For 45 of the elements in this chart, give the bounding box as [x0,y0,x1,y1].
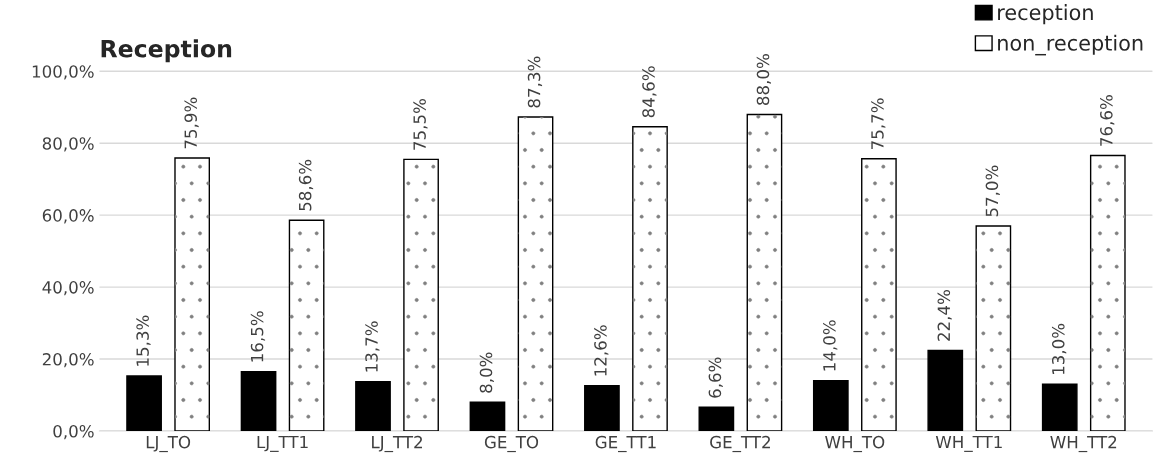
data-label: 14,0% [823,320,838,371]
data-label: 8,0% [479,352,494,393]
data-label: 16,5% [250,311,266,362]
x-tick-label: WH_TO [825,435,885,453]
data-label: 75,7% [871,98,886,149]
y-tick-label: 40,0% [42,281,94,296]
data-label: 58,6% [298,159,314,211]
x-tick-label: GE_TO [484,435,539,453]
y-tick-label: 60,0% [42,209,94,224]
bar [355,380,391,431]
bar [240,370,277,431]
data-label: 13,7% [365,321,380,372]
x-tick-label: LJ_TO [146,435,191,453]
bar [927,349,964,431]
bar [584,384,620,431]
x-tick-label: GE_TT1 [595,435,656,453]
data-label: 57,0% [985,165,1000,217]
x-tick-label: WH_TT1 [935,435,1002,452]
y-tick-label: 0,0% [53,424,94,440]
data-label: 13,0% [1051,323,1067,375]
x-tick-label: WH_TT2 [1050,435,1117,453]
data-label: 84,6% [642,66,657,118]
data-label: 76,6% [1100,95,1115,146]
bar [126,375,162,431]
y-tick-label: 20,0% [42,352,94,368]
data-label: 87,3% [527,56,543,108]
y-tick-label: 100,0% [32,65,94,80]
bar [469,401,506,431]
bar [698,406,735,431]
data-label: 22,4% [937,290,952,341]
x-tick-label: LJ_TT1 [257,435,308,452]
data-label: 6,6% [708,357,723,398]
chart-title: Reception [101,39,232,63]
bar [812,379,849,431]
legend-label: reception [998,4,1093,25]
bar [1041,383,1078,431]
data-label: 75,9% [184,97,199,149]
x-tick-label: LJ_TT2 [372,435,422,453]
legend-label: non_reception [998,34,1143,56]
data-label: 75,5% [413,99,428,150]
y-tick-label: 80,0% [42,137,94,152]
x-tick-label: GE_TT2 [710,435,770,453]
data-label: 88,0% [756,54,771,105]
data-label: 15,3% [136,315,151,366]
data-label: 12,6% [594,325,609,376]
